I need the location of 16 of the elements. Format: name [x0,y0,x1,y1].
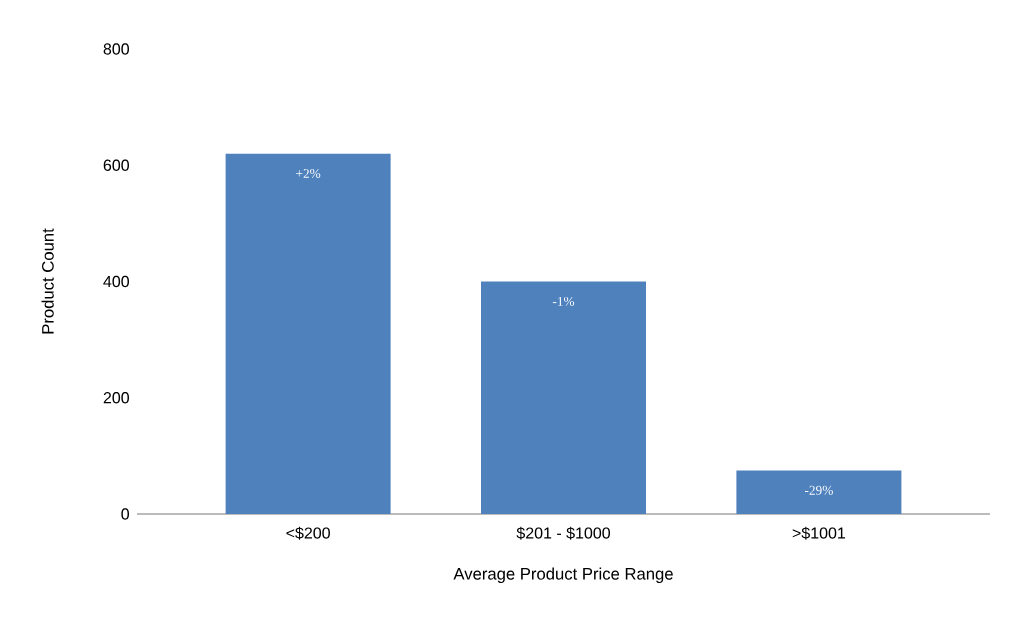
annotation: -29% [804,485,833,495]
annotation: +2% [296,169,321,179]
bar [481,281,647,514]
x-axis-title: Average Product Price Range [453,567,673,584]
annotation: -1% [552,296,575,306]
y-tick-label: 600 [103,159,129,171]
y-axis-title: Product Count [41,228,54,334]
x-tick-label: $201 - $1000 [516,526,611,540]
y-tick-label: 800 [103,43,129,55]
x-tick-label: <$200 [286,526,330,540]
bar [225,153,391,514]
bar [736,470,902,514]
y-tick-label: 0 [121,508,130,520]
y-tick-label: 200 [103,392,129,404]
y-tick-label: 400 [103,275,129,288]
x-tick-label: >$1001 [792,526,846,540]
